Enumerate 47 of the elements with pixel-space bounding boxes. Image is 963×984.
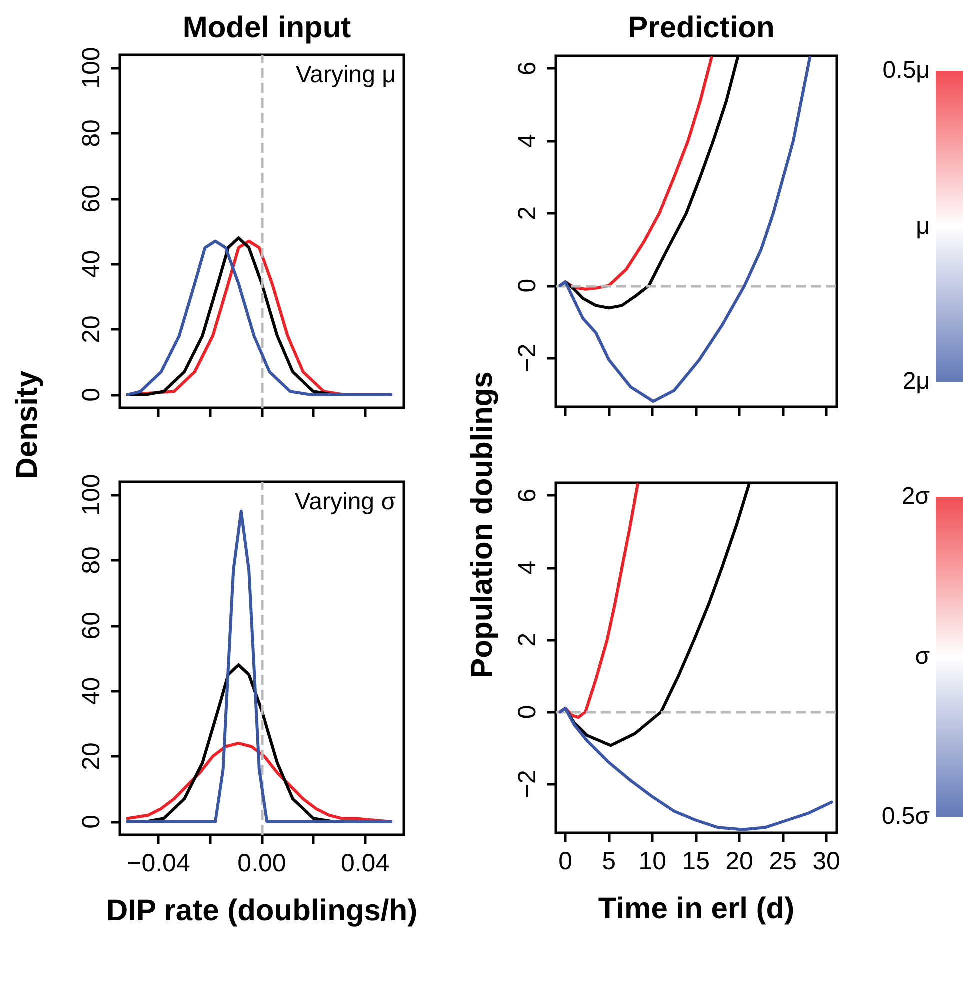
y-tick-label: 20 — [78, 316, 106, 344]
y-tick-label: 40 — [78, 250, 106, 278]
line-series — [558, 707, 834, 832]
y-tick-label: 2 — [514, 633, 542, 647]
y-tick-label: 4 — [514, 134, 542, 148]
y-axis-title: Density — [11, 370, 45, 480]
x-tick-label: 20 — [726, 848, 754, 876]
x-axis-title: Time in erl (d) — [598, 892, 795, 926]
y-tick-label: 4 — [514, 560, 542, 575]
y-tick-label: 20 — [78, 742, 106, 770]
x-tick-label: 0 — [558, 848, 573, 876]
y-tick-label: 0 — [514, 278, 542, 293]
y-tick-label: 0 — [78, 388, 106, 402]
y-tick-label: 60 — [78, 612, 106, 640]
x-tick-label: 15 — [682, 848, 710, 876]
chart-title: Prediction — [628, 12, 775, 44]
y-tick-label: 0 — [514, 705, 542, 720]
x-axis-title: DIP rate (doublings/h) — [106, 894, 418, 928]
y-tick-label: 100 — [78, 474, 106, 516]
text: μ — [916, 212, 930, 240]
y-tick-label: 0 — [78, 814, 106, 829]
y-tick-label: 6 — [514, 488, 542, 503]
x-tick-label: 0.04 — [340, 850, 390, 878]
y-axis-title: Population doublings — [466, 372, 500, 678]
y-tick-label: 100 — [78, 47, 106, 89]
text: σ — [915, 643, 930, 671]
y-tick-label: 80 — [78, 120, 106, 148]
chart-title: Model input — [182, 12, 352, 44]
annotation: Varying σ — [294, 488, 396, 516]
y-tick-label: −2 — [514, 770, 542, 799]
y-tick-label: 60 — [78, 184, 106, 213]
x-tick-label: 5 — [602, 848, 616, 876]
x-tick-label: 0.00 — [238, 850, 286, 878]
x-tick-label: 30 — [812, 848, 840, 876]
y-tick-label: 40 — [78, 677, 106, 706]
x-tick-label: −0.04 — [127, 850, 190, 878]
x-tick-label: 10 — [638, 848, 666, 876]
text: 0.5σ — [882, 803, 930, 831]
y-tick-label: 2 — [514, 206, 542, 220]
text: 2μ — [902, 368, 930, 396]
y-tick-label: −2 — [514, 344, 542, 372]
y-tick-label: 80 — [78, 546, 106, 574]
annotation: Varying μ — [296, 62, 396, 88]
x-tick-label: 25 — [769, 848, 797, 876]
y-tick-label: 6 — [514, 62, 542, 76]
text: 2σ — [902, 483, 930, 511]
text: 0.5μ — [882, 57, 930, 85]
